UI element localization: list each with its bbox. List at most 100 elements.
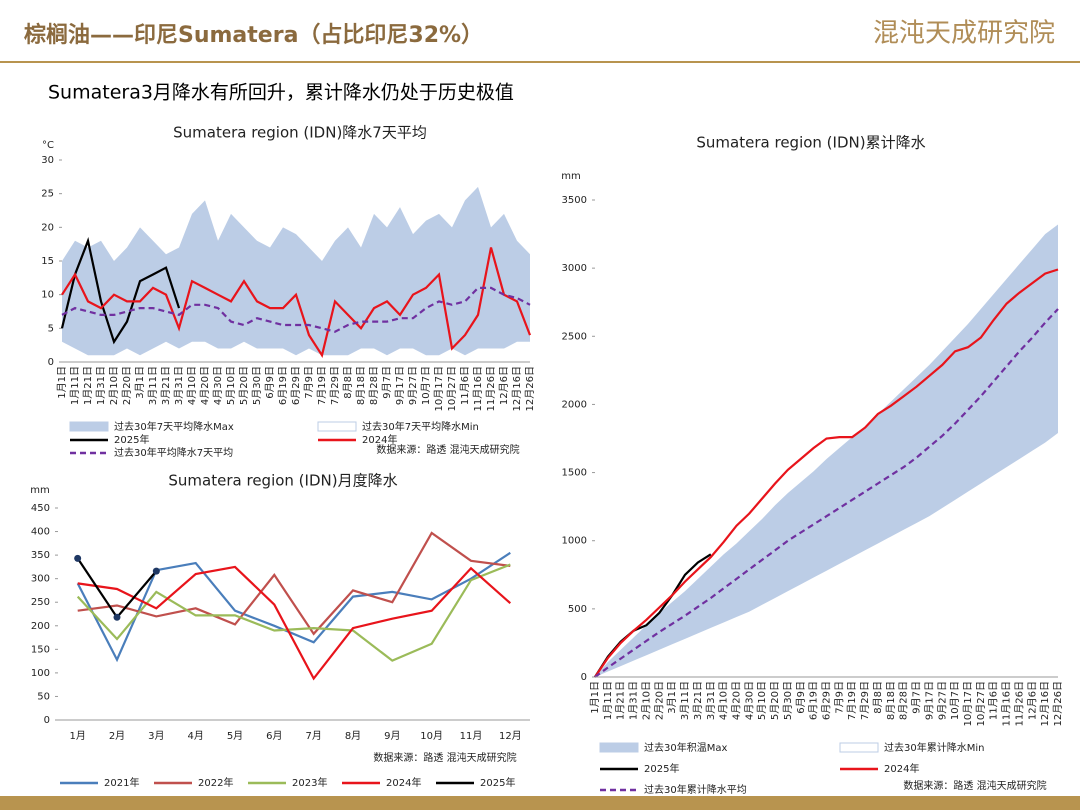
x-tick-label: 9月7日 — [381, 366, 393, 399]
y-tick-label: 3000 — [562, 263, 587, 274]
x-tick-label: 7月19日 — [316, 366, 328, 405]
y-tick-label: 0 — [48, 357, 54, 368]
x-tick-label: 3月11日 — [147, 366, 159, 405]
y-tick-label: 150 — [31, 644, 50, 655]
x-tick-label: 4月20日 — [730, 681, 742, 720]
series-line — [60, 236, 181, 345]
legend-label: 2025年 — [114, 433, 149, 446]
x-tick-label: 9月27日 — [936, 681, 948, 720]
y-tick-label: 1500 — [562, 468, 587, 479]
x-tick-label: 3月31日 — [705, 681, 717, 720]
x-tick-label: 5月20日 — [238, 366, 250, 405]
x-tick-label: 2月 — [109, 730, 125, 742]
x-tick-label: 11月6日 — [459, 366, 471, 405]
y-tick-label: 1000 — [562, 536, 587, 547]
x-tick-label: 10月27日 — [446, 366, 458, 411]
x-tick-label: 8月8日 — [872, 681, 884, 714]
legend-label: 过去30年7天平均降水Max — [114, 420, 234, 433]
x-tick-label: 10月17日 — [962, 681, 974, 726]
legend-label: 过去30年累计降水Min — [884, 741, 984, 754]
band-area — [62, 341, 530, 362]
x-tick-label: 3月21日 — [692, 681, 704, 720]
legend-swatch — [839, 742, 879, 753]
legend-label: 2025年 — [644, 762, 679, 775]
x-tick-label: 3月11日 — [679, 681, 691, 720]
legend-swatch — [317, 421, 357, 432]
legend-label: 过去30年积温Max — [644, 741, 727, 754]
y-tick-label: 450 — [31, 503, 50, 514]
x-tick-label: 12月16日 — [1039, 681, 1051, 726]
x-tick-label: 12月 — [499, 730, 522, 742]
x-tick-label: 4月 — [187, 730, 203, 742]
x-tick-label: 10月27日 — [975, 681, 987, 726]
x-tick-label: 4月20日 — [199, 366, 211, 405]
legend-label: 2024年 — [362, 433, 397, 446]
legend-label: 2022年 — [198, 776, 233, 789]
x-tick-label: 12月26日 — [1052, 681, 1064, 726]
x-tick-label: 1月31日 — [95, 366, 107, 405]
y-tick-label: 50 — [37, 691, 50, 702]
source-note: 数据来源：路透 混沌天成研究院 — [373, 751, 516, 764]
x-tick-label: 6月29日 — [821, 681, 833, 720]
x-tick-label: 7月29日 — [859, 681, 871, 720]
y-tick-label: 200 — [31, 621, 50, 632]
legend-label: 2023年 — [292, 776, 327, 789]
footer-bar — [0, 796, 1080, 810]
x-tick-label: 1月 — [69, 730, 85, 742]
x-tick-label: 11月26日 — [1013, 681, 1025, 726]
x-tick-label: 2月20日 — [121, 366, 133, 405]
y-tick-label: 300 — [31, 574, 50, 585]
x-tick-label: 3月21日 — [160, 366, 172, 405]
x-tick-label: 4月30日 — [743, 681, 755, 720]
source-note: 数据来源：路透 混沌天成研究院 — [903, 779, 1046, 792]
legend-label: 2025年 — [480, 776, 515, 789]
x-tick-label: 5月30日 — [251, 366, 263, 405]
y-tick-label: 0 — [44, 715, 50, 726]
x-tick-label: 9月27日 — [407, 366, 419, 405]
x-tick-label: 2月20日 — [653, 681, 665, 720]
x-tick-label: 10月 — [420, 730, 443, 742]
legend-label: 过去30年平均降水7天平均 — [114, 446, 233, 459]
x-tick-label: 6月9日 — [264, 366, 276, 399]
x-tick-label: 11月 — [460, 730, 483, 742]
x-tick-label: 4月30日 — [212, 366, 224, 405]
y-tick-label: 0 — [581, 672, 587, 683]
x-tick-label: 4月10日 — [718, 681, 730, 720]
subtitle: Sumatera3月降水有所回升，累计降水仍处于历史极值 — [48, 82, 514, 104]
x-tick-label: 12月16日 — [511, 366, 523, 411]
series-line — [77, 565, 512, 681]
x-tick-label: 11月26日 — [485, 366, 497, 411]
y-tick-label: 500 — [568, 604, 587, 615]
x-tick-label: 5月30日 — [782, 681, 794, 720]
x-tick-label: 6月19日 — [808, 681, 820, 720]
x-tick-label: 6月29日 — [290, 366, 302, 405]
x-tick-label: 1月1日 — [56, 366, 68, 399]
y-tick-label: 400 — [31, 527, 50, 538]
x-tick-label: 7月29日 — [329, 366, 341, 405]
point — [152, 567, 160, 575]
point — [74, 554, 82, 562]
slide-title: 棕榈油——印尼Sumatera（占比印尼32%） — [24, 22, 483, 48]
legend-swatch — [599, 742, 639, 753]
x-tick-label: 2月10日 — [640, 681, 652, 720]
x-tick-label: 10月7日 — [420, 366, 432, 405]
series-line — [76, 551, 511, 663]
y-tick-label: 15 — [41, 256, 54, 267]
x-tick-label: 12月26日 — [524, 366, 536, 411]
x-tick-label: 8月18日 — [885, 681, 897, 720]
series-line — [77, 531, 511, 636]
x-tick-label: 9月 — [384, 730, 400, 742]
x-tick-label: 6月9日 — [795, 681, 807, 714]
source-note: 数据来源：路透 混沌天成研究院 — [376, 443, 519, 456]
series-line — [594, 308, 1059, 678]
x-tick-label: 6月19日 — [277, 366, 289, 405]
x-tick-label: 4月10日 — [186, 366, 198, 405]
x-tick-label: 9月17日 — [923, 681, 935, 720]
series-line — [61, 247, 532, 359]
x-tick-label: 5月10日 — [225, 366, 237, 405]
y-tick-label: 20 — [41, 222, 54, 233]
legend-label: 过去30年累计降水平均 — [644, 783, 747, 796]
x-tick-label: 7月9日 — [303, 366, 315, 399]
y-tick-label: 5 — [48, 323, 54, 334]
